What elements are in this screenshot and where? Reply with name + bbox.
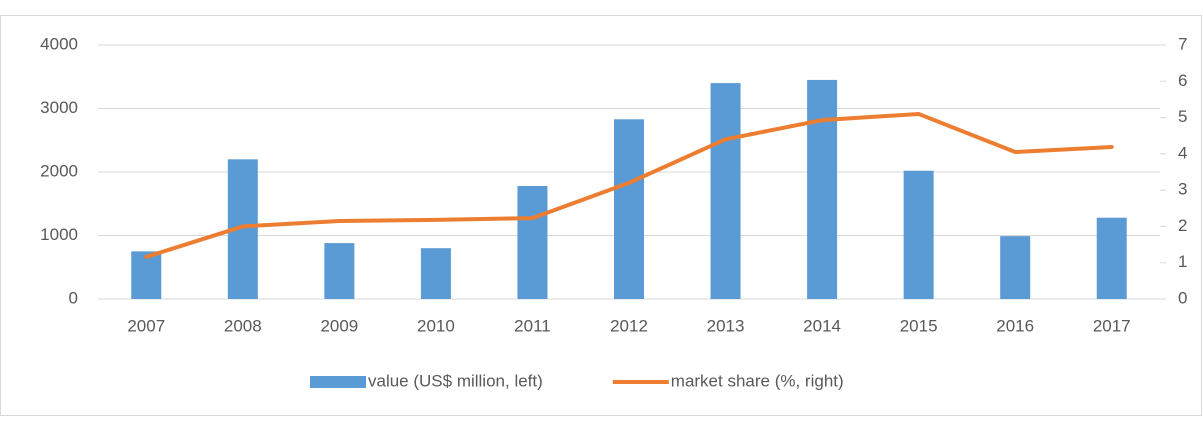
x-tick-label: 2017 <box>1093 316 1131 335</box>
y-tick-label: 0 <box>69 288 78 307</box>
y2-tick-label: 7 <box>1178 34 1187 53</box>
x-tick-label: 2010 <box>417 316 455 335</box>
y2-tick-label: 3 <box>1178 180 1187 199</box>
bar <box>903 170 934 299</box>
bar <box>807 79 838 299</box>
y2-tick-label: 0 <box>1178 288 1187 307</box>
bar <box>324 243 355 299</box>
x-tick-label: 2011 <box>514 316 551 335</box>
legend-label: market share (%, right) <box>671 371 844 390</box>
chart-border <box>0 15 1202 416</box>
y-tick-label: 4000 <box>40 34 78 53</box>
bar <box>614 119 644 299</box>
x-tick-label: 2012 <box>610 316 648 335</box>
x-tick-label: 2014 <box>803 316 841 335</box>
bar <box>517 185 548 299</box>
y2-tick-label: 5 <box>1178 107 1187 126</box>
legend-label: value (US$ million, left) <box>368 371 543 390</box>
bar <box>710 83 741 299</box>
x-tick-label: 2013 <box>707 316 745 335</box>
legend-swatch <box>310 376 366 388</box>
x-tick-label: 2016 <box>996 316 1034 335</box>
x-tick-label: 2007 <box>127 316 165 335</box>
line <box>144 111 1114 259</box>
bar <box>131 251 162 299</box>
y2-tick-label: 1 <box>1178 252 1187 271</box>
x-tick-label: 2015 <box>900 316 938 335</box>
bar <box>1000 236 1031 299</box>
y-tick-label: 3000 <box>40 98 78 117</box>
x-tick-label: 2009 <box>320 316 358 335</box>
y2-tick-label: 4 <box>1178 143 1187 162</box>
y2-tick-label: 6 <box>1178 71 1187 90</box>
bar <box>1096 217 1127 299</box>
y-tick-label: 2000 <box>40 161 78 180</box>
x-tick-label: 2008 <box>224 316 262 335</box>
y-tick-label: 1000 <box>40 225 78 244</box>
bar <box>420 248 451 299</box>
y2-tick-label: 2 <box>1178 216 1187 235</box>
